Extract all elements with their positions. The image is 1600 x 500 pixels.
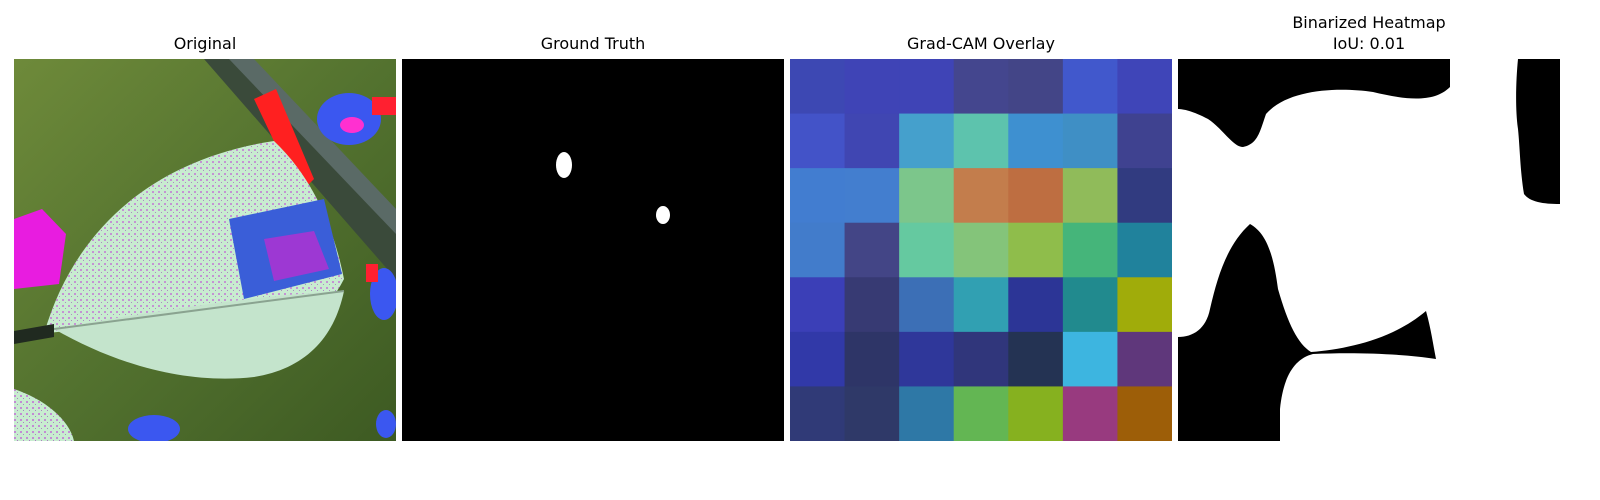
panel-binarized-heatmap: Binarized Heatmap IoU: 0.01	[1178, 0, 1560, 500]
gradcam-heatmap	[790, 59, 1172, 441]
heatmap-cell	[1117, 331, 1172, 387]
leaf-photo	[14, 59, 396, 441]
heatmap-cell	[844, 59, 900, 115]
heatmap-cell	[953, 277, 1009, 333]
heatmap-cell	[1117, 277, 1172, 333]
heatmap-cell	[899, 222, 955, 278]
heatmap-cell	[1062, 168, 1118, 224]
heatmap-cell	[899, 113, 955, 169]
heatmap-cell	[844, 386, 900, 441]
heatmap-cell	[953, 222, 1009, 278]
lesion-blob	[656, 206, 670, 224]
heatmap-cell	[1008, 168, 1064, 224]
heatmap-cell	[953, 168, 1009, 224]
heatmap-cell	[899, 59, 955, 115]
panel-title-original: Original	[173, 34, 237, 53]
heatmap-cell	[953, 113, 1009, 169]
heatmap-cell	[1062, 59, 1118, 115]
panel-title-ground-truth: Ground Truth	[540, 34, 646, 53]
heatmap-cell	[790, 113, 846, 169]
heatmap-cell	[790, 168, 846, 224]
heatmap-cell	[790, 386, 846, 441]
heatmap-cell	[844, 113, 900, 169]
iou-score: IoU: 0.01	[1332, 34, 1406, 53]
panel-gradcam-overlay: Grad-CAM Overlay	[790, 0, 1172, 500]
heatmap-cell	[953, 386, 1009, 441]
heatmap-cell	[844, 168, 900, 224]
heatmap-cell	[899, 168, 955, 224]
panel-original: Original	[14, 0, 396, 500]
heatmap-cell	[790, 331, 846, 387]
heatmap-cell	[1008, 59, 1064, 115]
heatmap-cell	[899, 277, 955, 333]
ground-truth-mask	[402, 59, 784, 441]
heatmap-cell	[1062, 113, 1118, 169]
heatmap-cell	[1062, 222, 1118, 278]
panel-title-gradcam: Grad-CAM Overlay	[907, 34, 1055, 53]
panel-title-binarized: Binarized Heatmap	[1292, 13, 1446, 32]
heatmap-cell	[1117, 386, 1172, 441]
heatmap-cell	[790, 277, 846, 333]
heatmap-cell	[953, 331, 1009, 387]
original-image	[14, 59, 396, 441]
heatmap-cell	[1008, 386, 1064, 441]
lesion-blob	[556, 152, 572, 178]
heatmap-cell	[1008, 331, 1064, 387]
heatmap-cell	[1117, 59, 1172, 115]
heatmap-cell	[790, 59, 846, 115]
heatmap-cell	[1117, 168, 1172, 224]
heatmap-cell	[1117, 113, 1172, 169]
heatmap-cell	[899, 386, 955, 441]
binarized-mask	[1178, 59, 1560, 441]
heatmap-cell	[1062, 386, 1118, 441]
heatmap-cell	[844, 222, 900, 278]
heatmap-cell	[953, 59, 1009, 115]
heatmap-cell	[844, 277, 900, 333]
heatmap-cell	[790, 222, 846, 278]
panel-ground-truth: Ground Truth	[402, 0, 784, 500]
heatmap-cell	[1117, 222, 1172, 278]
heatmap-cell	[1062, 277, 1118, 333]
heatmap-cell	[899, 331, 955, 387]
heatmap-cell	[844, 331, 900, 387]
heatmap-cell	[1008, 113, 1064, 169]
heatmap-cell	[1008, 222, 1064, 278]
heatmap-cell	[1062, 331, 1118, 387]
heatmap-cell	[1008, 277, 1064, 333]
